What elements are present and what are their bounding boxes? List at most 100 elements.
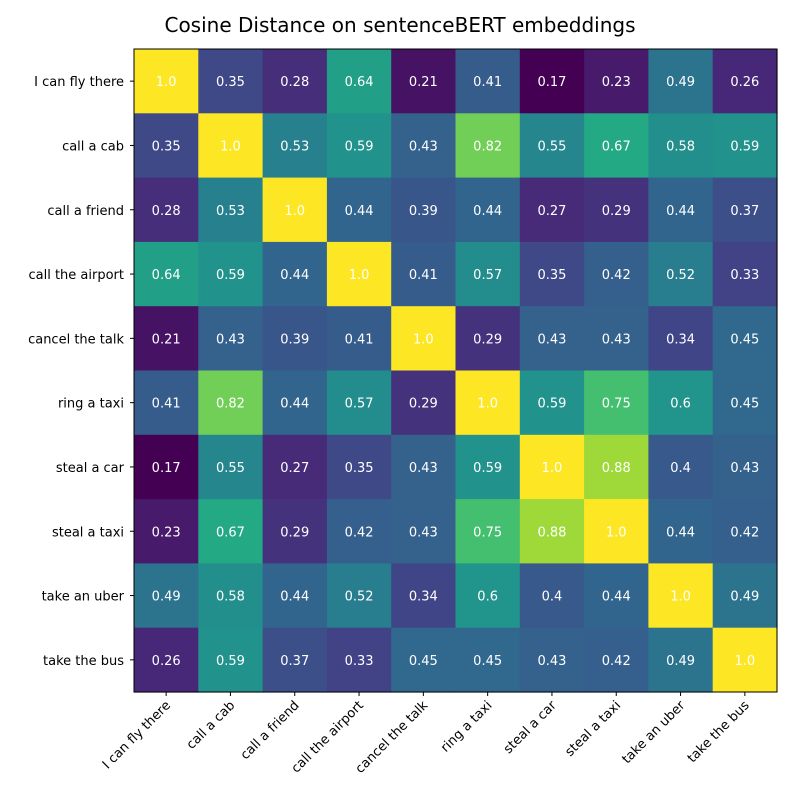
cell-value-label: 0.75 [473, 525, 502, 540]
heatmap-cell [455, 49, 521, 114]
cell-value-label: 0.59 [216, 654, 245, 669]
cell-value-label: 0.55 [216, 461, 245, 476]
heatmap-cell [648, 370, 714, 436]
heatmap-cell [134, 563, 199, 629]
cell-value-label: 0.23 [152, 525, 181, 540]
heatmap-cell [134, 434, 199, 500]
heatmap-cell [584, 113, 649, 179]
x-tick-label: call a friend [238, 698, 303, 763]
cell-value-label: 0.49 [730, 590, 759, 605]
cell-value-label: 1.0 [156, 75, 177, 90]
cell-value-label: 0.59 [537, 397, 566, 412]
cell-value-label: 0.52 [345, 590, 374, 605]
heatmap-cell [326, 306, 392, 372]
cell-value-label: 0.59 [345, 139, 374, 154]
cell-value-label: 0.21 [409, 75, 438, 90]
x-tick-label: steal a car [501, 698, 560, 757]
cell-value-label: 0.43 [602, 332, 631, 347]
y-tick-label: steal a taxi [52, 525, 124, 540]
heatmap-cell [519, 177, 585, 243]
heatmap-cell [519, 434, 585, 500]
cell-value-label: 0.88 [537, 525, 566, 540]
cell-value-label: 0.67 [602, 139, 631, 154]
cell-value-label: 0.34 [409, 590, 438, 605]
cell-value-label: 0.45 [409, 654, 438, 669]
cell-value-label: 1.0 [542, 461, 563, 476]
heatmap-cell [198, 113, 264, 179]
cell-value-label: 0.49 [666, 75, 695, 90]
cell-value-label: 0.33 [730, 268, 759, 283]
cell-value-label: 0.35 [345, 461, 374, 476]
cell-value-label: 0.43 [409, 139, 438, 154]
x-tick-label: ring a taxi [438, 698, 495, 755]
cell-value-label: 0.43 [409, 525, 438, 540]
heatmap-cell [134, 627, 199, 693]
y-tick-label: steal a car [56, 461, 125, 476]
heatmap-cell [648, 306, 714, 372]
heatmap-cell [712, 434, 778, 500]
heatmap-cell [134, 49, 199, 114]
cell-value-label: 0.88 [602, 461, 631, 476]
cell-value-label: 0.64 [152, 268, 181, 283]
heatmap-cell [584, 499, 649, 564]
cell-value-label: 0.41 [473, 75, 502, 90]
cell-value-label: 0.41 [152, 397, 181, 412]
y-tick-label: take an uber [42, 590, 125, 605]
heatmap-cell [326, 241, 392, 307]
cell-value-label: 0.29 [409, 397, 438, 412]
cell-value-label: 1.0 [220, 139, 241, 154]
cell-value-label: 0.26 [730, 75, 759, 90]
heatmap-cells [134, 49, 778, 693]
heatmap-cell [648, 627, 714, 693]
cell-value-label: 0.43 [409, 461, 438, 476]
heatmap-cell [391, 177, 457, 243]
cell-value-label: 0.44 [602, 590, 631, 605]
cell-value-label: 0.6 [477, 590, 498, 605]
heatmap-cell [198, 370, 264, 436]
cell-value-label: 0.53 [216, 204, 245, 219]
cell-value-label: 0.44 [345, 204, 374, 219]
cell-value-label: 0.27 [537, 204, 566, 219]
cell-value-label: 0.37 [730, 204, 759, 219]
heatmap-cell [326, 434, 392, 500]
heatmap-cell [584, 627, 649, 693]
heatmap-cell [262, 563, 328, 629]
heatmap-cell [391, 627, 457, 693]
y-tick-label: call the airport [28, 268, 124, 283]
heatmap-cell [262, 499, 328, 564]
heatmap-cell [326, 627, 392, 693]
y-tick-label: I can fly there [34, 75, 124, 90]
heatmap-cell [712, 177, 778, 243]
heatmap-cell [455, 241, 521, 307]
heatmap-cell [519, 306, 585, 372]
heatmap-cell [455, 434, 521, 500]
cell-value-label: 0.44 [666, 204, 695, 219]
cell-value-label: 0.44 [473, 204, 502, 219]
x-tick-label: call a cab [184, 698, 238, 752]
cell-value-label: 0.44 [280, 268, 309, 283]
heatmap-cell [712, 370, 778, 436]
heatmap-cell [134, 499, 199, 564]
cell-value-label: 0.26 [152, 654, 181, 669]
cell-value-label: 0.58 [666, 139, 695, 154]
cell-value-label: 0.42 [345, 525, 374, 540]
heatmap-cell [391, 113, 457, 179]
heatmap-cell [648, 241, 714, 307]
heatmap-cell [455, 563, 521, 629]
heatmap-cell [519, 49, 585, 114]
y-tick-label: ring a taxi [58, 397, 124, 412]
cell-value-label: 0.45 [473, 654, 502, 669]
heatmap-cell [648, 113, 714, 179]
cell-value-label: 0.28 [152, 204, 181, 219]
heatmap-cell [326, 177, 392, 243]
heatmap-cell [326, 563, 392, 629]
cell-value-label: 0.82 [216, 397, 245, 412]
cell-value-label: 0.4 [542, 590, 563, 605]
heatmap-cell [584, 241, 649, 307]
cell-value-label: 0.39 [280, 332, 309, 347]
cell-value-label: 0.28 [280, 75, 309, 90]
cell-value-label: 0.35 [152, 139, 181, 154]
heatmap-cell [262, 113, 328, 179]
x-tick-label: take an uber [619, 698, 688, 767]
cell-value-label: 0.59 [730, 139, 759, 154]
